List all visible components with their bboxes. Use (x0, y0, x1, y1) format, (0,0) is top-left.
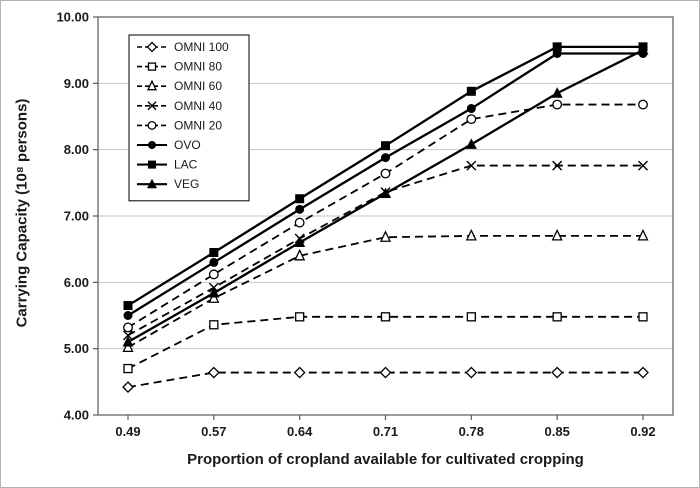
marker-lac (209, 247, 219, 257)
marker-omni-60 (465, 228, 477, 241)
marker-veg (465, 138, 477, 149)
legend-item-label: OMNI 40 (174, 99, 222, 113)
legend-item-omni-60: OMNI 60 (137, 79, 222, 93)
marker-omni-100 (207, 366, 220, 379)
legend-item-veg: VEG (137, 177, 199, 191)
y-tick-label: 5.00 (64, 341, 89, 356)
marker-omni-100 (551, 366, 564, 379)
marker-omni-20 (380, 168, 391, 179)
x-tick-label: 0.57 (201, 424, 226, 439)
marker-omni-20 (466, 114, 477, 125)
marker-ovo (209, 257, 219, 267)
legend-item-label: OVO (174, 138, 201, 152)
legend-item-omni-100: OMNI 100 (137, 40, 229, 54)
x-tick-label: 0.92 (630, 424, 655, 439)
marker-omni-40 (552, 160, 563, 171)
marker-omni-20 (638, 99, 648, 110)
legend-marker-open-diamond-icon (146, 41, 158, 53)
series-line-omni-80 (127, 315, 643, 370)
legend-marker-filled-square-icon (148, 160, 156, 169)
legend-marker-open-triangle-icon (146, 79, 158, 91)
y-tick-label: 7.00 (64, 209, 89, 224)
marker-omni-20 (552, 99, 563, 110)
legend-item-label: OMNI 80 (174, 60, 222, 74)
x-tick-label: 0.78 (459, 424, 484, 439)
legend-marker-x-cross-icon (147, 101, 157, 111)
legend-item-lac: LAC (137, 158, 198, 172)
y-axis-title: Carrying Capacity (10⁸ persons) (13, 98, 31, 328)
legend-marker-open-circle-icon (147, 120, 157, 130)
marker-omni-80 (552, 312, 562, 322)
marker-veg (208, 286, 220, 298)
marker-omni-80 (209, 320, 219, 330)
marker-omni-100 (379, 366, 392, 379)
marker-omni-40 (466, 160, 477, 171)
y-tick-label: 4.00 (64, 408, 89, 423)
marker-omni-60 (208, 291, 220, 303)
marker-omni-80 (466, 312, 476, 322)
marker-omni-60 (637, 228, 649, 241)
marker-ovo (381, 153, 390, 163)
marker-omni-40 (638, 160, 648, 171)
marker-omni-60 (551, 228, 563, 241)
marker-lac (295, 194, 305, 204)
legend-item-ovo: OVO (137, 138, 201, 152)
marker-omni-60 (122, 340, 134, 352)
x-tick-label: 0.64 (287, 424, 313, 439)
marker-omni-80 (638, 312, 648, 322)
x-tick-label: 0.85 (545, 424, 570, 439)
marker-omni-20 (294, 217, 305, 228)
legend-marker-open-square-icon (147, 62, 157, 71)
marker-omni-100 (122, 381, 134, 394)
series-line-omni-60 (127, 234, 643, 349)
marker-omni-100 (637, 366, 649, 379)
marker-lac (123, 301, 133, 311)
x-tick-label: 0.49 (115, 424, 140, 439)
legend-item-label: OMNI 60 (174, 79, 222, 93)
marker-omni-20 (208, 269, 219, 280)
marker-omni-20 (123, 322, 133, 333)
marker-omni-40 (123, 330, 133, 341)
legend-marker-filled-triangle-icon (147, 178, 157, 189)
marker-omni-80 (123, 363, 133, 374)
marker-lac (552, 42, 562, 52)
legend-item-label: LAC (174, 158, 198, 172)
legend-item-label: VEG (174, 177, 199, 191)
marker-veg (551, 87, 563, 98)
marker-lac (466, 86, 476, 96)
marker-ovo (123, 311, 133, 320)
marker-ovo (295, 204, 305, 214)
marker-ovo (466, 104, 476, 114)
y-tick-label: 10.00 (56, 10, 89, 25)
marker-omni-60 (379, 230, 392, 242)
marker-veg (380, 187, 391, 198)
marker-omni-80 (380, 312, 391, 322)
y-tick-label: 6.00 (64, 275, 89, 290)
marker-omni-80 (295, 312, 305, 322)
x-tick-label: 0.71 (373, 424, 398, 439)
y-tick-label: 8.00 (64, 142, 89, 157)
marker-lac (381, 141, 390, 151)
x-axis-title: Proportion of cropland available for cul… (187, 451, 584, 468)
legend-item-omni-40: OMNI 40 (137, 99, 222, 113)
y-tick-label: 9.00 (64, 76, 89, 91)
legend-item-label: OMNI 100 (174, 40, 229, 54)
marker-veg (122, 336, 134, 347)
legend-marker-filled-circle-icon (148, 141, 156, 149)
legend-item-omni-20: OMNI 20 (137, 118, 222, 132)
marker-omni-100 (293, 366, 306, 379)
marker-veg (637, 44, 649, 55)
legend-item-label: OMNI 20 (174, 118, 222, 132)
marker-omni-60 (294, 248, 306, 261)
marker-veg (294, 236, 306, 248)
marker-omni-100 (465, 366, 478, 379)
legend-item-omni-80: OMNI 80 (137, 60, 222, 74)
